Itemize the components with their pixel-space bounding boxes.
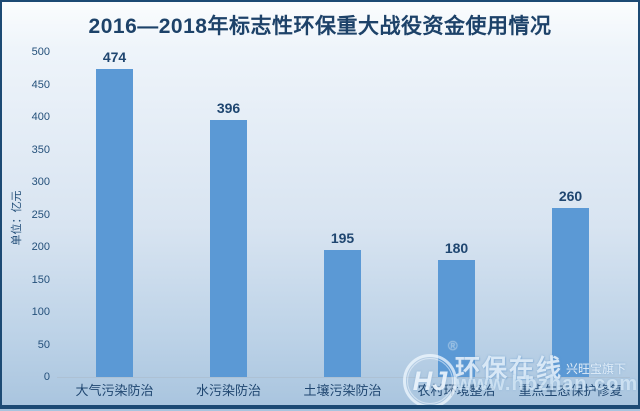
bar — [96, 68, 133, 377]
chart-title: 2016—2018年标志性环保重大战役资金使用情况 — [88, 15, 552, 38]
bar — [210, 119, 247, 377]
x-axis-category-label: 水污染防治 — [195, 383, 261, 398]
y-tick-label: 400 — [31, 111, 50, 123]
x-axis-category-label: 大气污染防治 — [75, 383, 154, 398]
y-tick-label: 350 — [31, 143, 50, 156]
bar-value-label: 195 — [330, 230, 355, 247]
bar — [438, 260, 475, 377]
bar-value-label: 474 — [102, 48, 127, 65]
y-tick-label: 250 — [31, 208, 50, 221]
bar-value-label: 396 — [216, 99, 241, 116]
x-axis-line — [57, 377, 630, 378]
y-tick-label: 200 — [31, 241, 50, 253]
y-tick-label: 450 — [31, 78, 50, 91]
y-tick-label: 0 — [43, 371, 50, 383]
y-tick-label: 50 — [37, 338, 50, 351]
bar-value-label: 260 — [558, 188, 583, 204]
y-tick-label: 100 — [31, 306, 50, 318]
bar — [552, 208, 589, 377]
y-tick-label: 150 — [31, 273, 50, 286]
x-axis-category-label: 土壤污染防治 — [303, 383, 382, 398]
bar — [324, 250, 361, 377]
bar-value-label: 180 — [444, 240, 469, 256]
y-tick-label: 500 — [31, 46, 50, 58]
x-axis-category-label: 重点生态保护修复 — [518, 383, 623, 398]
y-tick-label: 300 — [31, 176, 50, 188]
